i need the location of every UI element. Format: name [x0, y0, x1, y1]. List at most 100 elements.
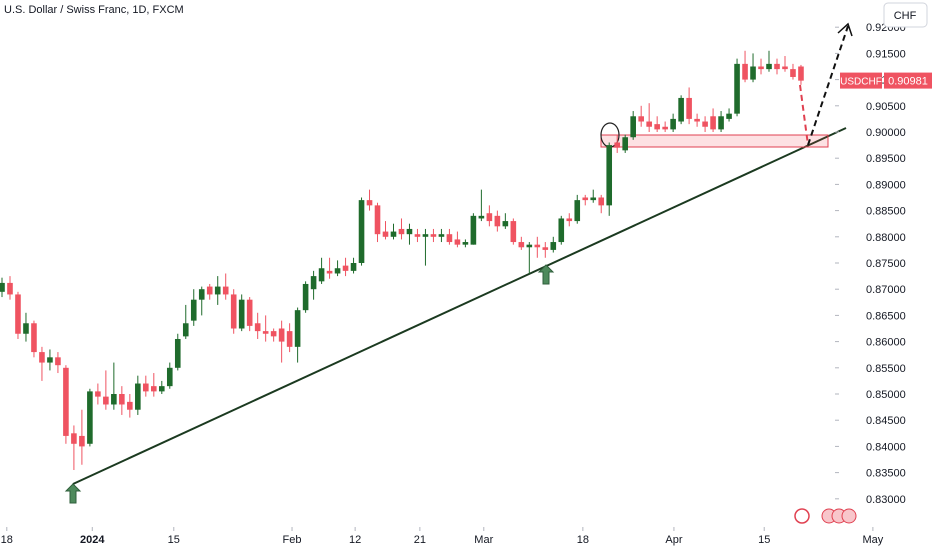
flash-icon[interactable]: [794, 508, 810, 524]
last-price-label: 0.90981: [888, 76, 928, 88]
y-tick-label: 0.86000: [866, 337, 906, 349]
candle-body: [302, 283, 309, 311]
candle-body: [526, 244, 533, 248]
candle-body: [135, 383, 141, 410]
candle-body: [278, 328, 285, 342]
candle-body: [414, 234, 421, 237]
projection-arrowhead: [837, 22, 853, 37]
candle-body: [630, 116, 636, 138]
candle-body: [318, 268, 325, 282]
candle-body: [702, 121, 708, 127]
candle-body: [758, 66, 764, 70]
last-price-tag: [884, 72, 932, 89]
candle-body: [23, 323, 29, 334]
candle-body: [286, 331, 293, 347]
y-tick-label: 0.88500: [866, 206, 906, 218]
x-tick-label: 21: [414, 534, 426, 546]
up-arrow: [537, 264, 555, 285]
candle-body: [582, 197, 589, 201]
y-tick-label: 0.90000: [866, 127, 906, 139]
x-tick-label: 2024: [80, 534, 105, 546]
candle-body: [678, 97, 684, 122]
x-tick-label: May: [862, 534, 883, 546]
currency-button-label[interactable]: CHF: [894, 10, 917, 22]
projection-down: [799, 84, 809, 146]
flag-icon[interactable]: [841, 508, 857, 524]
candle-body: [7, 282, 13, 295]
candle-body: [0, 282, 5, 292]
candle-body: [550, 242, 557, 250]
candle-body: [326, 270, 333, 274]
candle-body: [182, 323, 189, 337]
candle-body: [774, 63, 780, 70]
candle-body: [174, 338, 181, 368]
candle-body: [462, 242, 469, 245]
y-tick-label: 0.85000: [866, 389, 906, 401]
y-tick-label: 0.91500: [866, 48, 906, 60]
candle-body: [374, 205, 381, 235]
candles: [0, 50, 804, 470]
candle-body: [710, 116, 716, 130]
currency-button[interactable]: [883, 2, 928, 28]
candle-body: [790, 69, 796, 77]
candle-body: [614, 142, 621, 148]
x-tick-label: Feb: [283, 534, 302, 546]
candle-body: [406, 228, 413, 235]
y-tick-label: 0.83000: [866, 494, 906, 506]
candle-body: [166, 367, 173, 387]
candle-body: [31, 323, 37, 353]
candle-body: [438, 234, 445, 237]
symbol-tag: [840, 72, 882, 89]
candle-body: [430, 234, 437, 237]
x-tick-label: 18: [1, 534, 13, 546]
y-tick-label: 0.84000: [866, 441, 906, 453]
candle-body: [654, 124, 660, 130]
y-tick-label: 0.87000: [866, 284, 906, 296]
candle-body: [622, 137, 628, 151]
candle-body: [798, 66, 804, 81]
symbol-tag-label: USDCHF: [840, 77, 882, 88]
candle-body: [71, 433, 77, 444]
candle-body: [694, 118, 700, 122]
candle-body: [718, 116, 724, 130]
candle-body: [334, 268, 341, 274]
candle-body: [470, 215, 477, 245]
candle-body: [158, 386, 165, 392]
up-arrow: [64, 483, 82, 504]
candle-body: [742, 63, 748, 80]
candle-body: [63, 367, 69, 436]
candle-body: [294, 310, 301, 347]
candle-body: [686, 97, 692, 119]
x-tick-label: Mar: [474, 534, 493, 546]
candle-body: [350, 263, 357, 271]
candle-body: [246, 299, 253, 326]
projection-up: [807, 25, 849, 146]
candle-body: [598, 197, 605, 206]
candle-body: [358, 200, 365, 264]
candle-body: [398, 228, 405, 235]
candle-body: [502, 221, 509, 227]
candle-body: [151, 386, 157, 392]
candle-body: [111, 394, 117, 405]
candle-body: [342, 265, 349, 271]
y-tick-label: 0.87500: [866, 258, 906, 270]
candle-body: [510, 221, 517, 243]
candle-body: [119, 394, 125, 405]
candle-body: [766, 63, 772, 70]
x-tick-label: 15: [168, 534, 180, 546]
candle-body: [103, 396, 109, 405]
candle-body: [382, 231, 389, 237]
candle-body: [558, 218, 565, 243]
candle-body: [270, 331, 277, 337]
candle-body: [214, 286, 221, 295]
candle-body: [79, 435, 85, 447]
candle-body: [566, 218, 573, 222]
y-tick-label: 0.90500: [866, 101, 906, 113]
y-tick-label: 0.88000: [866, 232, 906, 244]
candle-body: [478, 215, 485, 219]
candle-body: [254, 323, 261, 332]
y-tick-label: 0.86500: [866, 310, 906, 322]
